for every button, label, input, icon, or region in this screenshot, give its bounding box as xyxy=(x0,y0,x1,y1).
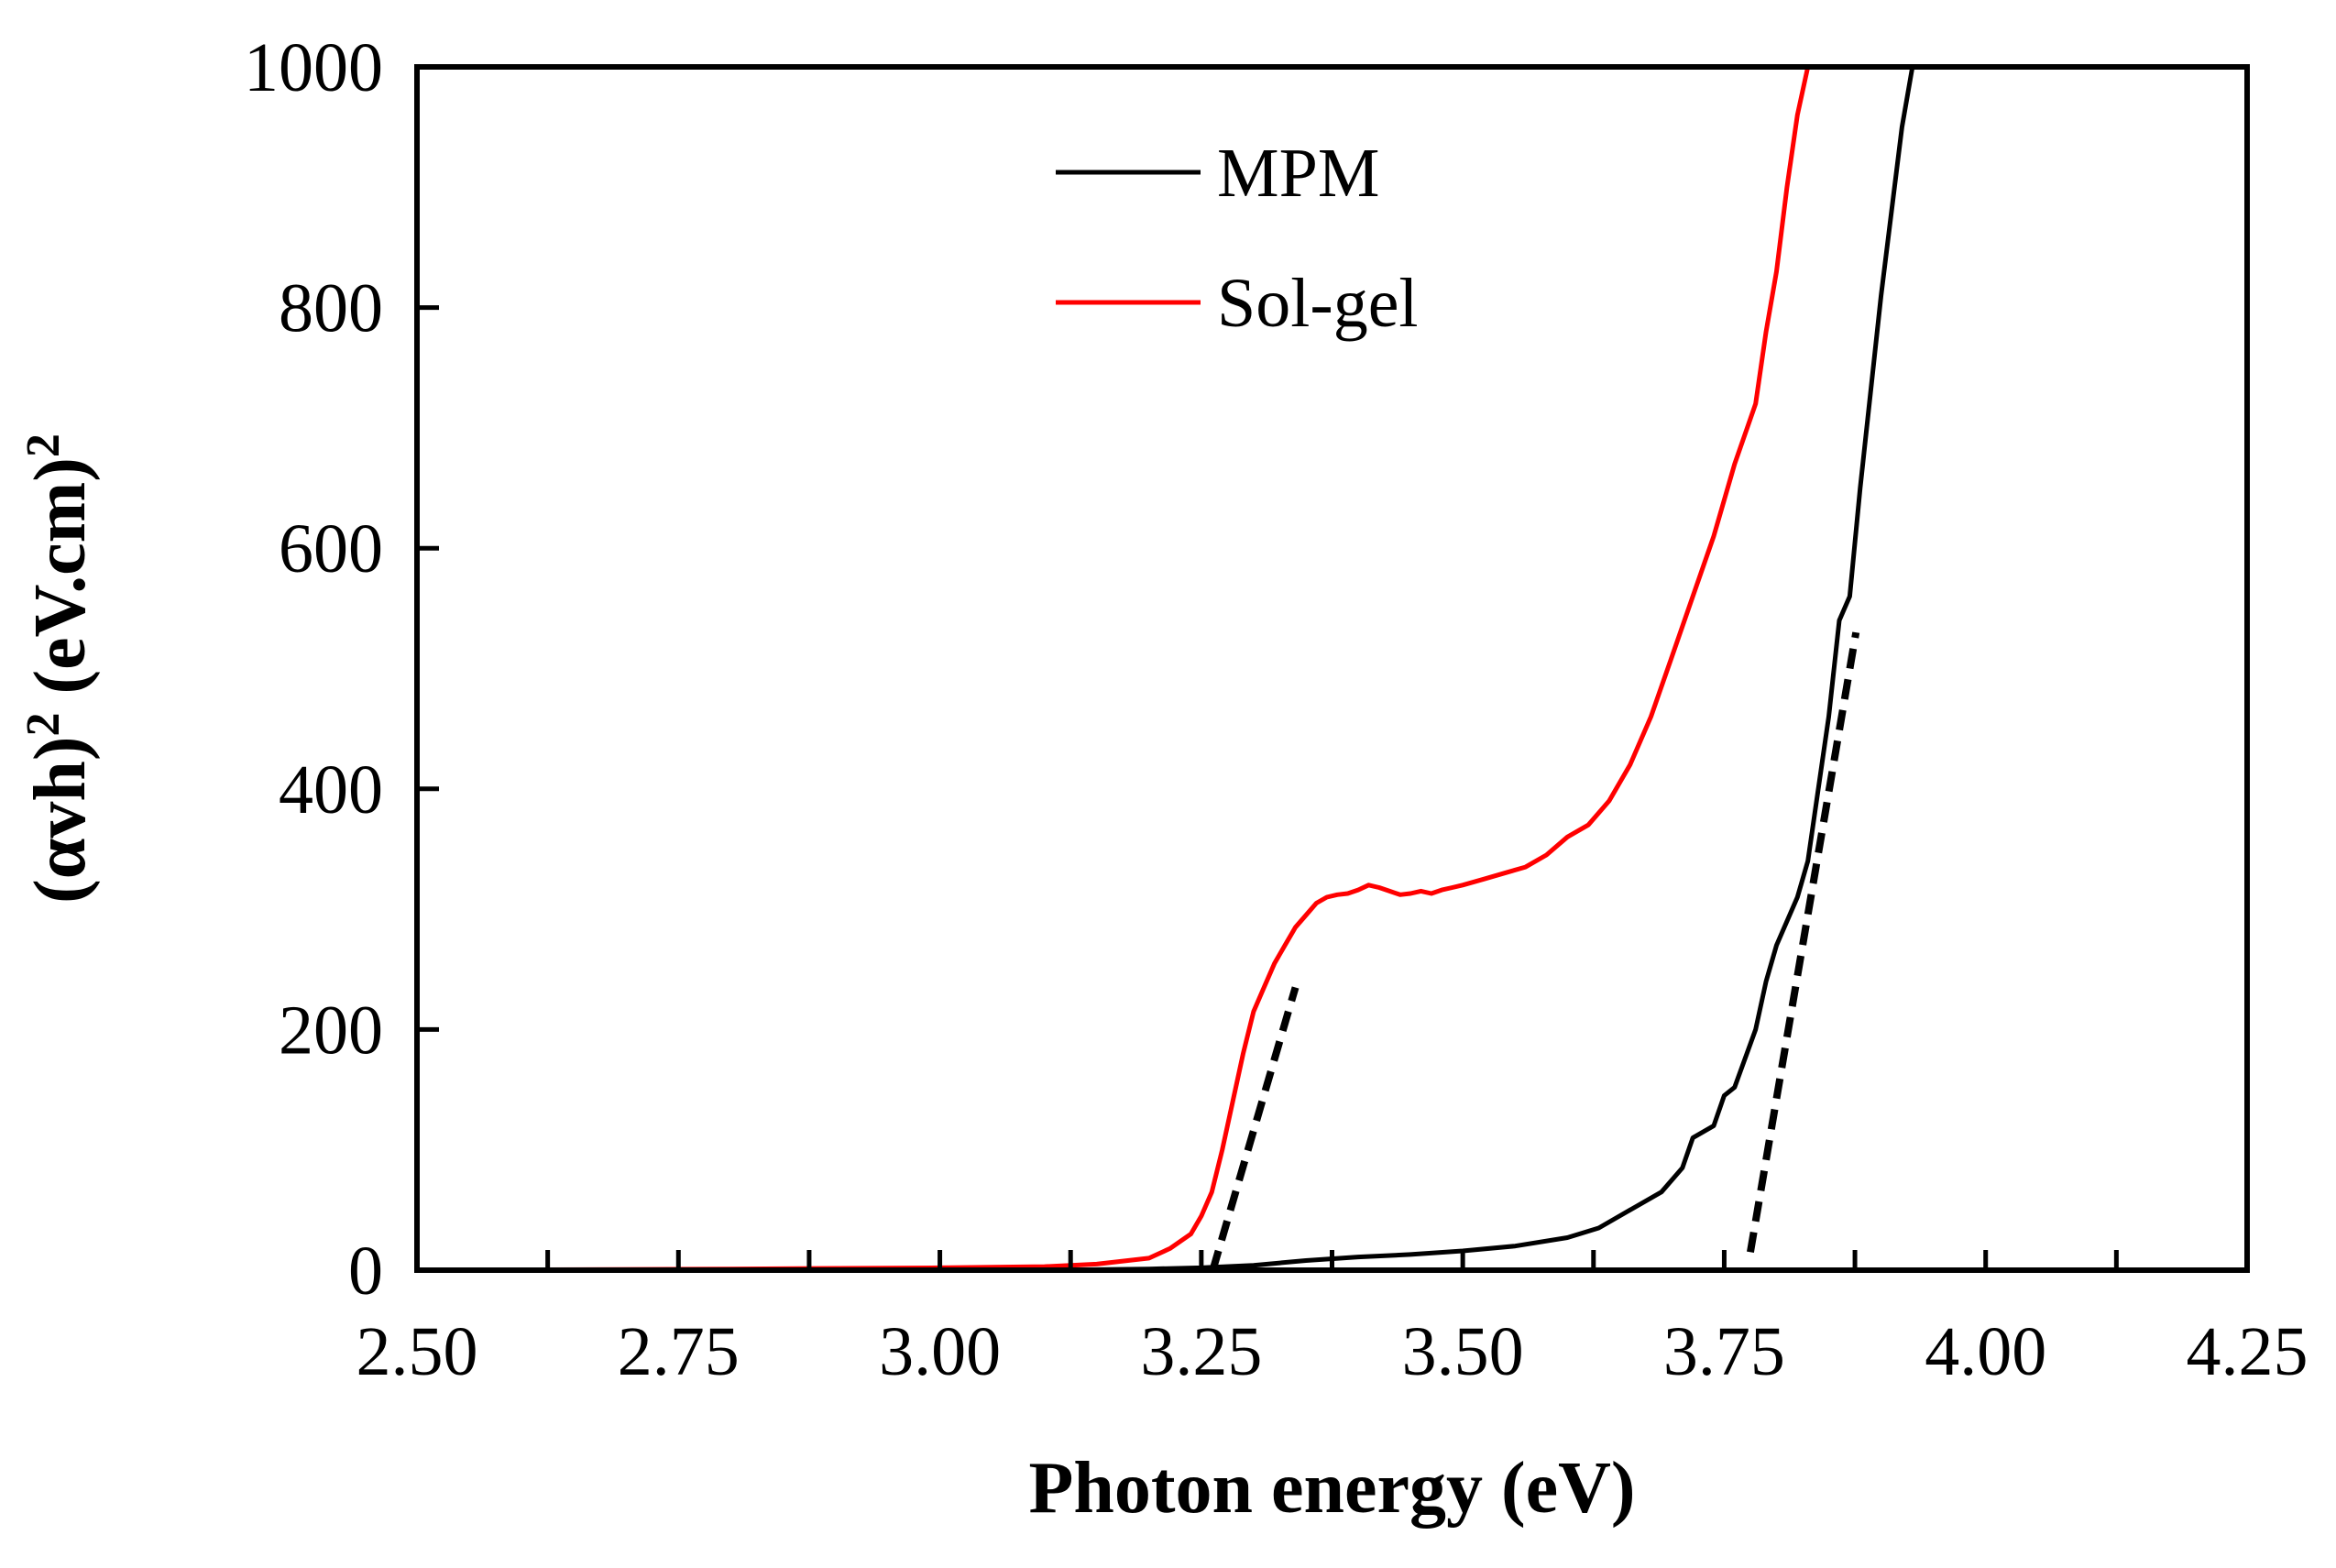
x-tick-label: 3.00 xyxy=(879,1313,1001,1390)
y-axis-title-sup-2: 2 xyxy=(17,433,70,457)
x-tick-label: 3.50 xyxy=(1402,1313,1524,1390)
x-axis-title: Photon energy (eV) xyxy=(1028,1448,1635,1529)
y-axis-title-part-2: (eV.cm) xyxy=(20,457,101,712)
tangent-line-2 xyxy=(1747,631,1860,1253)
x-tick-label: 3.75 xyxy=(1663,1313,1785,1390)
y-tick-label: 400 xyxy=(279,751,383,828)
y-axis-title: (αvh)2 (eV.cm)2 xyxy=(17,433,102,904)
x-tick-label: 4.00 xyxy=(1925,1313,2046,1390)
y-tick-label: 0 xyxy=(348,1233,383,1310)
y-tick-label: 800 xyxy=(279,270,383,347)
series-layer xyxy=(416,66,1915,1273)
x-tick-labels: 2.50 2.75 3.00 3.25 3.50 3.75 4.00 4.25 xyxy=(356,1313,2309,1390)
y-axis-title-sup-1: 2 xyxy=(17,712,70,736)
tangent-line-1 xyxy=(1209,986,1300,1272)
legend: MPM Sol-gel xyxy=(1056,135,1419,342)
tangent-layer xyxy=(1209,631,1860,1272)
y-tick-label: 200 xyxy=(279,992,383,1069)
y-tick-labels: 0 200 400 600 800 1000 xyxy=(244,29,383,1310)
legend-label-sol-gel: Sol-gel xyxy=(1217,265,1419,342)
y-tick-label: 1000 xyxy=(244,29,383,106)
series-line-sol-gel xyxy=(416,66,1811,1273)
x-tick-label: 3.25 xyxy=(1140,1313,1262,1390)
y-tick-label: 600 xyxy=(279,510,383,587)
series-line-mpm xyxy=(417,66,1915,1273)
x-tick-label: 4.25 xyxy=(2187,1313,2309,1390)
x-tick-label: 2.50 xyxy=(356,1313,478,1390)
x-tick-label: 2.75 xyxy=(618,1313,740,1390)
tick-layer xyxy=(414,64,2250,1273)
legend-label-mpm: MPM xyxy=(1217,135,1379,212)
y-axis-title-part-1: (αvh) xyxy=(20,736,101,903)
